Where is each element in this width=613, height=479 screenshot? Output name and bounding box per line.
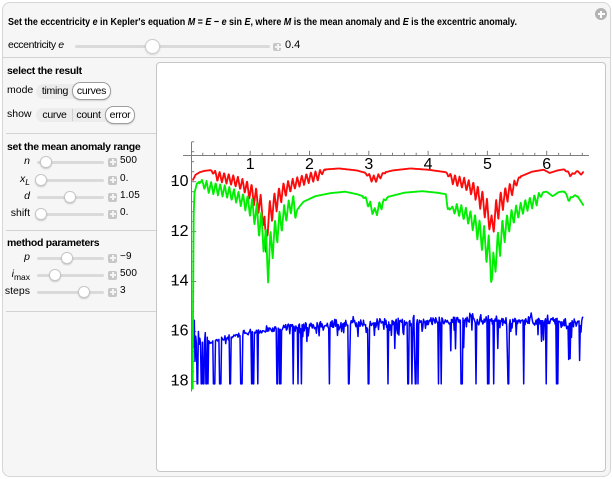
svg-text:5: 5 (483, 156, 492, 173)
svg-text:10: 10 (171, 173, 189, 190)
svg-text:2: 2 (305, 156, 314, 173)
svg-text:18: 18 (171, 373, 189, 390)
svg-text:6: 6 (542, 156, 551, 173)
svg-text:14: 14 (171, 273, 189, 290)
svg-text:4: 4 (424, 156, 433, 173)
svg-text:12: 12 (171, 223, 189, 240)
svg-text:3: 3 (364, 156, 373, 173)
svg-text:1: 1 (246, 156, 255, 173)
svg-text:16: 16 (171, 323, 189, 340)
